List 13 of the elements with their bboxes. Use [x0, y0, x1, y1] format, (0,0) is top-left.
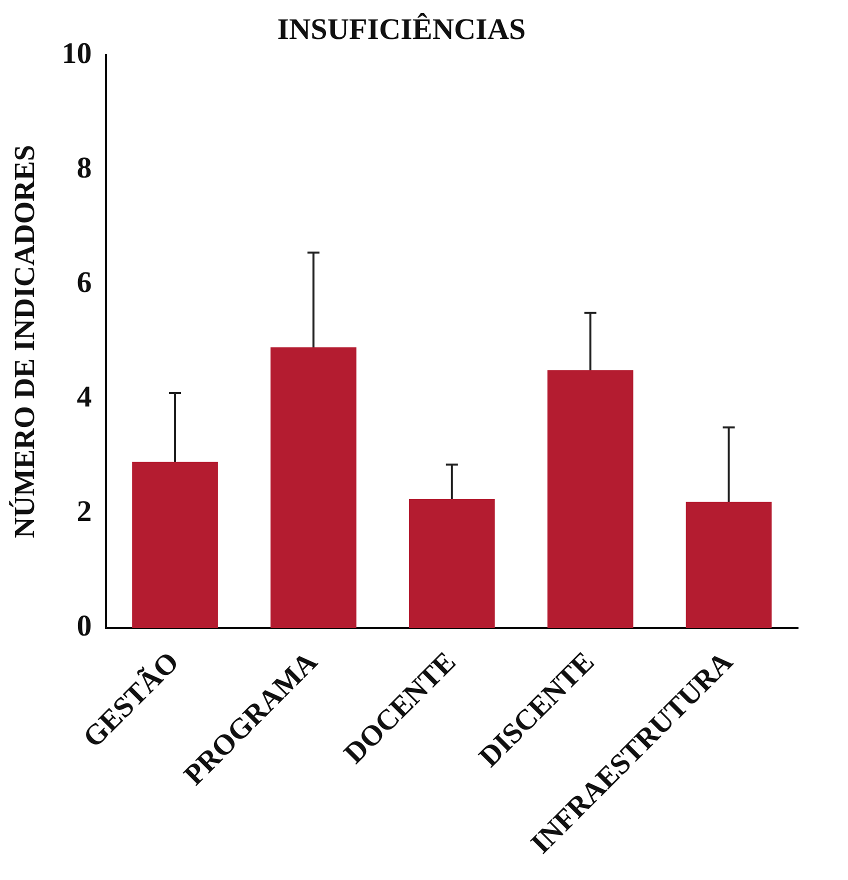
y-tick-label: 8	[76, 151, 92, 184]
bar	[270, 347, 356, 628]
y-tick-label: 6	[76, 266, 92, 299]
chart-title: INSUFICIÊNCIAS	[277, 12, 526, 46]
y-tick-label: 10	[62, 36, 92, 70]
y-tick-label: 0	[76, 610, 92, 643]
y-tick-label: 4	[76, 380, 92, 414]
bar	[408, 499, 495, 628]
bar	[686, 502, 772, 628]
y-axis-title: NÚMERO DE INDICADORES	[8, 144, 41, 538]
y-tick-label: 2	[76, 495, 92, 528]
bar	[132, 462, 218, 628]
bar	[547, 370, 634, 628]
